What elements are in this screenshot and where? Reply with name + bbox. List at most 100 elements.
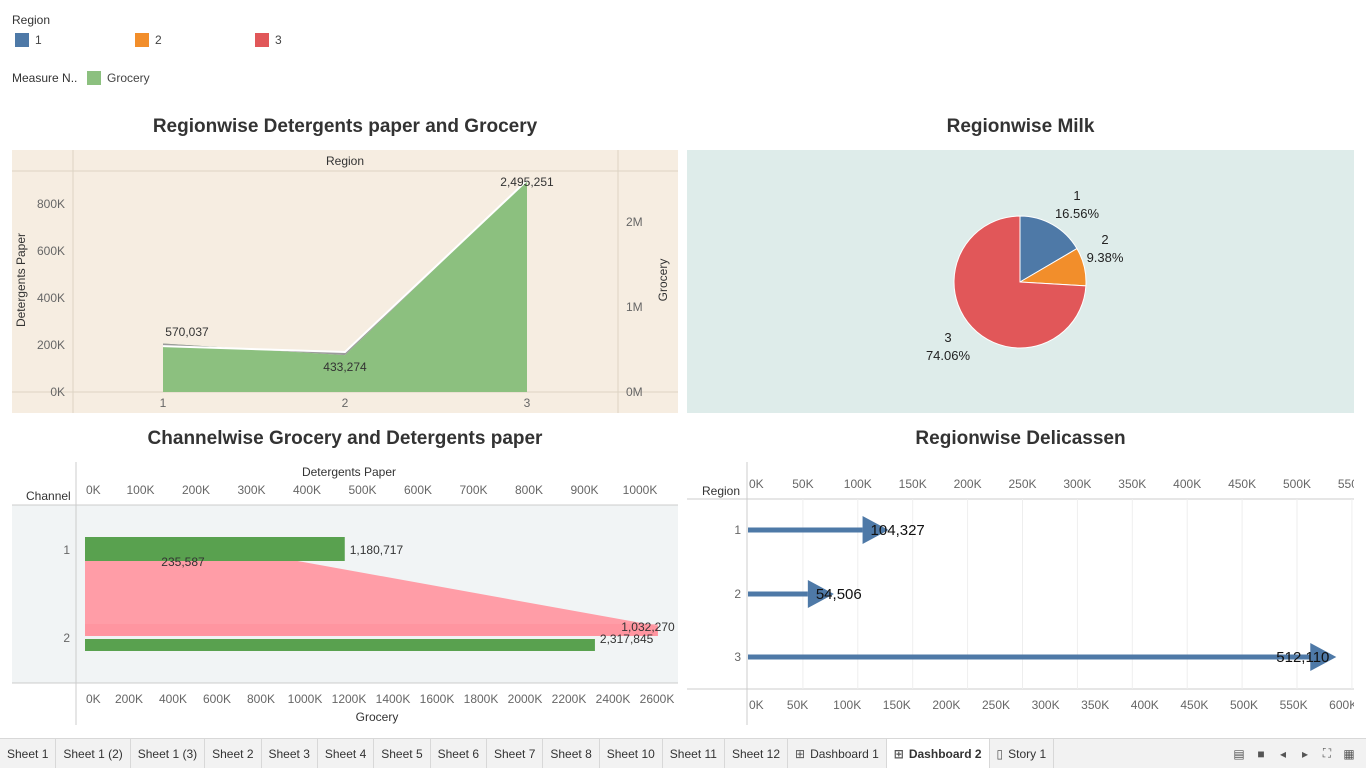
chart3-bar-chart[interactable]: Detergents Paper Channel Grocery 0K 100K 2… xyxy=(12,462,678,725)
chart3-xlabel-bottom: Grocery xyxy=(356,710,399,724)
tab-label: Sheet 1 (2) xyxy=(63,746,123,761)
tab-sheet-4[interactable]: Sheet 4 xyxy=(318,739,375,768)
chart1-data-label: 2,495,251 xyxy=(500,175,554,189)
chart2-slice-pct: 74.06% xyxy=(926,348,971,363)
chart2-pie-chart[interactable]: 1 16.56%2 9.38% 3 74.06% xyxy=(687,150,1354,413)
chart1-ytick-right: 2M xyxy=(626,215,643,229)
tab-label: Sheet 5 xyxy=(381,746,423,761)
tab-sheet-1-2[interactable]: Sheet 1 (2) xyxy=(56,739,131,768)
chart4-row-label: 3 xyxy=(734,650,741,664)
chart1-ylabel-left: Detergents Paper xyxy=(14,233,28,327)
chart4-xtick-bottom: 500K xyxy=(1230,698,1258,712)
chart1-data-label: 433,274 xyxy=(323,360,367,374)
chart4-xtick-bottom: 600K xyxy=(1329,698,1354,712)
chart3-detergents-label: 235,587 xyxy=(161,555,205,569)
chart4-xtick-bottom: 200K xyxy=(932,698,960,712)
chart1-ytick-left: 0K xyxy=(50,385,65,399)
tab-sheet-12[interactable]: Sheet 12 xyxy=(725,739,788,768)
region-legend-title: Region xyxy=(12,13,51,27)
region-legend-item-2[interactable]: 2 xyxy=(135,33,162,47)
chart4-xtick-bottom: 450K xyxy=(1180,698,1208,712)
tab-sheet-8[interactable]: Sheet 8 xyxy=(543,739,600,768)
chart2-slice-pct: 9.38% xyxy=(1087,250,1124,265)
tab-sheet-6[interactable]: Sheet 6 xyxy=(431,739,487,768)
chart4-bar-1 xyxy=(748,527,863,533)
region-legend-item-1[interactable]: 1 xyxy=(15,33,42,47)
chart2-slice-pct: 16.56% xyxy=(1055,206,1100,221)
chart4-title: Regionwise Delicassen xyxy=(915,428,1126,449)
dashboard-icon: ⊞ xyxy=(795,746,806,761)
chart4-xtick-top: 500K xyxy=(1283,477,1311,491)
region-1-swatch xyxy=(15,33,29,47)
chart2-slice-label: 3 xyxy=(944,330,951,345)
chart3-detergents-area xyxy=(85,548,658,636)
tab-dashboard-1[interactable]: ⊞ Dashboard 1 xyxy=(788,739,887,768)
tab-sheet-7[interactable]: Sheet 7 xyxy=(487,739,544,768)
region-3-swatch xyxy=(255,33,269,47)
chart1-ytick-right: 0M xyxy=(626,385,643,399)
chart3-xtick-bottom: 2600K xyxy=(640,692,675,706)
chart4-data-label: 104,327 xyxy=(871,522,925,539)
region-legend-label: 3 xyxy=(275,33,282,47)
tab-story-1[interactable]: ▯ Story 1 xyxy=(990,739,1055,768)
chart4-xtick-top: 400K xyxy=(1173,477,1201,491)
story-icon: ▯ xyxy=(996,746,1004,761)
chart3-xtick-bottom: 800K xyxy=(247,692,275,706)
chart2-slice-label: 2 xyxy=(1101,232,1108,247)
tab-label: Sheet 3 xyxy=(268,746,310,761)
tab-sheet-3[interactable]: Sheet 3 xyxy=(262,739,318,768)
tab-label: Sheet 4 xyxy=(324,746,367,761)
tab-sheet-11[interactable]: Sheet 11 xyxy=(663,739,725,768)
chart3-xtick-bottom: 2000K xyxy=(508,692,543,706)
chart3-xtick-bottom: 600K xyxy=(203,692,231,706)
chart3-xtick-bottom: 400K xyxy=(159,692,187,706)
measure-legend-item-grocery[interactable]: Grocery xyxy=(87,71,150,85)
chart1-ytick-left: 800K xyxy=(37,197,65,211)
tab-label: Sheet 1 xyxy=(7,746,49,761)
tab-sheet-10[interactable]: Sheet 10 xyxy=(600,739,663,768)
grid-icon[interactable]: ▦ xyxy=(1343,746,1355,761)
chart3-xtick-top: 500K xyxy=(348,483,376,497)
chart4-arrow-2 xyxy=(807,580,834,608)
chart4-bar-chart[interactable]: Region 0K 50K 100K 150K 200K 250K 300K 350K 400K… xyxy=(687,462,1354,725)
chart1-data-label: 570,037 xyxy=(165,325,209,339)
tab-sheet-2[interactable]: Sheet 2 xyxy=(205,739,262,768)
chart4-xtick-top: 100K xyxy=(844,477,872,491)
chart3-xtick-bottom: 0K xyxy=(86,692,101,706)
chart1-xtick: 1 xyxy=(160,396,167,410)
tab-sheet-1[interactable]: Sheet 1 xyxy=(0,739,57,768)
chart3-grocery-label: 1,180,717 xyxy=(350,543,404,557)
chart2-slice-1 xyxy=(1019,215,1078,283)
tab-label: Sheet 1 (3) xyxy=(137,746,198,761)
tab-label: Dashboard 2 xyxy=(908,746,982,761)
tab-label: Sheet 12 xyxy=(731,746,780,761)
chart1-ytick-left: 200K xyxy=(37,338,65,352)
chart3-xtick-top: 800K xyxy=(515,483,543,497)
region-2-swatch xyxy=(135,33,149,47)
chart1-area-chart[interactable]: Region Detergents Paper Grocery 0K 200K 40… xyxy=(12,150,678,413)
chart2-slice-label: 1 xyxy=(1073,188,1080,203)
chart3-xtick-top: 300K xyxy=(237,483,265,497)
chart3-detergents-label: 1,032,270 xyxy=(621,620,675,634)
chart3-xtick-top: 700K xyxy=(459,483,487,497)
fullscreen-icon[interactable]: ⛶ xyxy=(1322,746,1332,760)
chart1-ylabel-right: Grocery xyxy=(656,259,670,302)
filmstrip-icon[interactable]: ■ xyxy=(1257,746,1265,761)
region-legend-item-3[interactable]: 3 xyxy=(255,33,282,47)
tab-sheet-5[interactable]: Sheet 5 xyxy=(374,739,431,768)
chart3-xtick-bottom: 2400K xyxy=(596,692,631,706)
chart4-xtick-bottom: 50K xyxy=(787,698,808,712)
tab-sheet-1-3[interactable]: Sheet 1 (3) xyxy=(131,739,206,768)
chart4-xtick-top: 250K xyxy=(1008,477,1036,491)
tab-dashboard-2[interactable]: ⊞ Dashboard 2 xyxy=(886,739,990,768)
sheet-sorter-icon[interactable]: ▤ xyxy=(1233,746,1245,761)
next-icon[interactable]: ▸ xyxy=(1301,746,1309,761)
chart4-xtick-bottom: 550K xyxy=(1280,698,1308,712)
chart1-ytick-right: 1M xyxy=(626,300,643,314)
chart1-xtick: 3 xyxy=(524,396,531,410)
chart3-xtick-top: 600K xyxy=(404,483,432,497)
chart4-xtick-bottom: 350K xyxy=(1081,698,1109,712)
chart4-xtick-top: 450K xyxy=(1228,477,1256,491)
prev-icon[interactable]: ◂ xyxy=(1279,746,1287,761)
